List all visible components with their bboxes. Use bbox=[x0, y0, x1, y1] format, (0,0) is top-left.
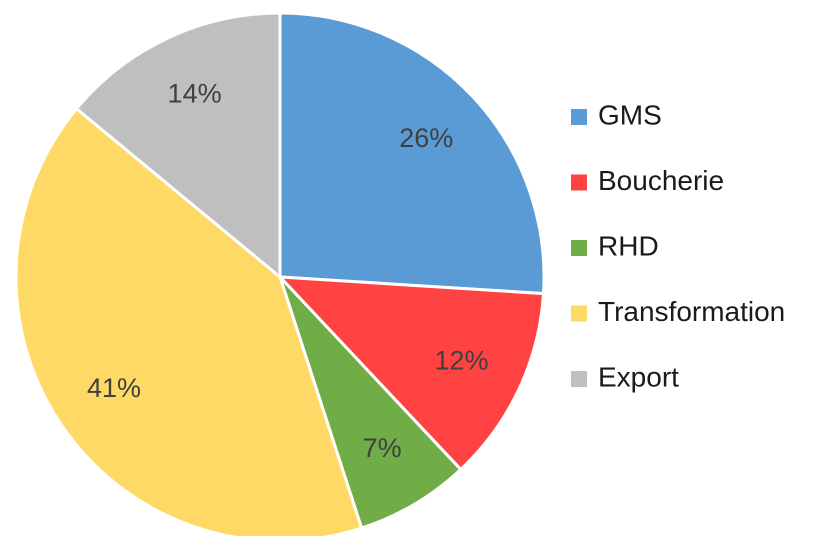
legend-label: Export bbox=[598, 361, 679, 392]
data-label: 7% bbox=[363, 433, 402, 463]
data-label: 26% bbox=[399, 123, 453, 153]
data-label: 14% bbox=[168, 79, 222, 109]
legend-swatch bbox=[571, 240, 587, 256]
pie-slice bbox=[14, 106, 364, 536]
legend-label: Transformation bbox=[598, 296, 785, 327]
legend-label: Boucherie bbox=[598, 165, 724, 196]
legend-label: RHD bbox=[598, 230, 659, 261]
pie-slice bbox=[278, 11, 546, 296]
legend-swatch bbox=[571, 371, 587, 387]
data-label: 41% bbox=[87, 373, 141, 403]
legend-swatch bbox=[571, 305, 587, 322]
legend-swatch bbox=[571, 174, 587, 191]
data-label: 12% bbox=[435, 346, 489, 376]
pie-slice bbox=[276, 275, 546, 472]
pie-slice bbox=[278, 275, 463, 530]
legend-label: GMS bbox=[598, 99, 662, 130]
legend-swatch bbox=[571, 109, 587, 125]
pie-slice bbox=[74, 11, 282, 281]
